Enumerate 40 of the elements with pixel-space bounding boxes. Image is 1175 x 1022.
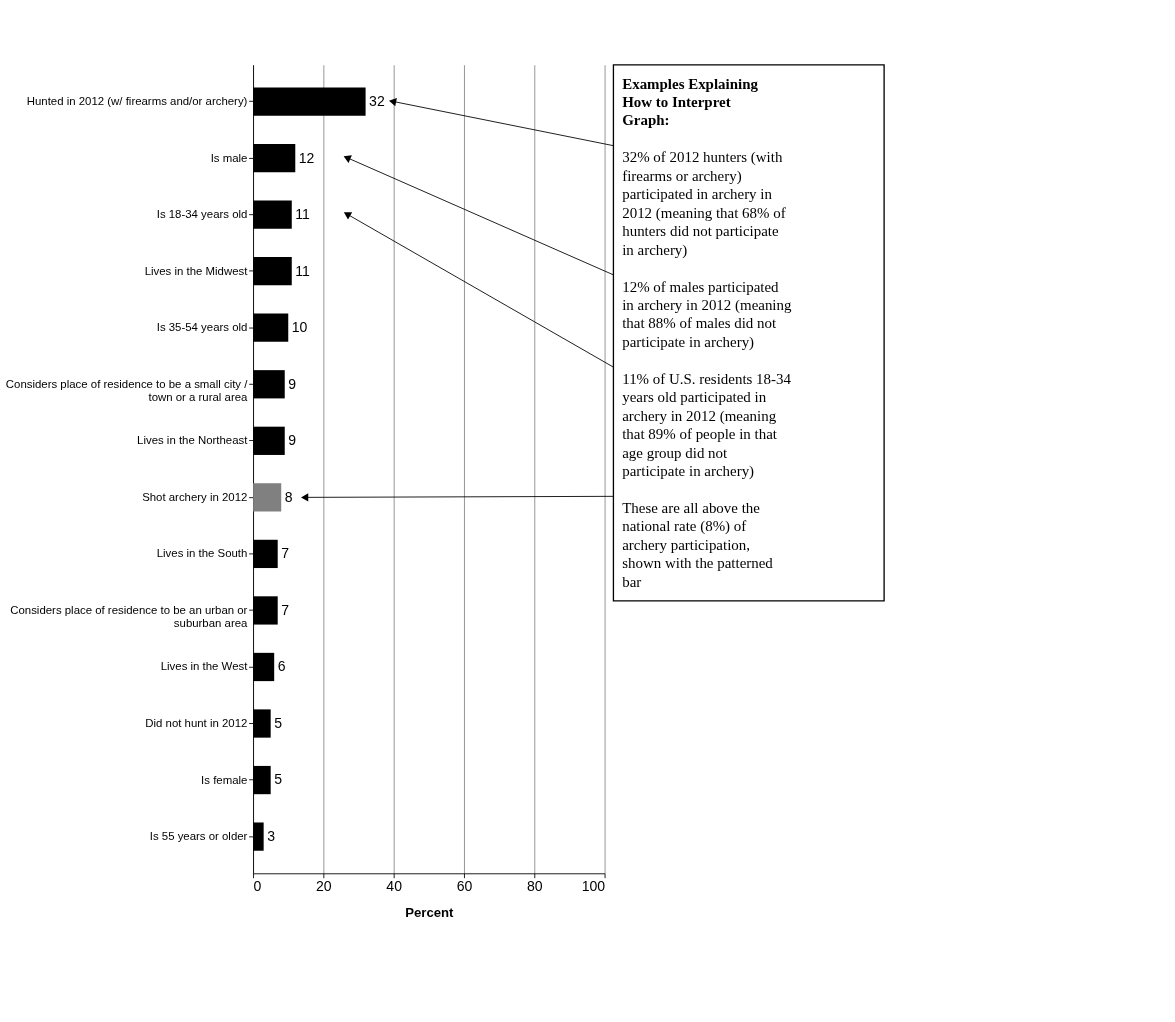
data-label: 12 <box>298 149 315 166</box>
y-tick-label: Did not hunt in 2012 <box>145 717 248 730</box>
x-axis-title: Percent <box>405 904 455 920</box>
data-label: 7 <box>281 601 290 618</box>
data-label: 6 <box>277 658 286 675</box>
y-tick-label: Shot archery in 2012 <box>142 490 248 503</box>
data-label: 5 <box>274 771 283 788</box>
annotation: 11% of U.S. residents 18-34 years old participated in archery in 2012 (meaning that 89% of people in that age group did not participate in archery) <box>622 370 792 481</box>
annotation: These are all above the national rate (8%) of archery participation, shown with the patterned bar <box>622 500 774 590</box>
y-tick-label: Is 55 years or older <box>149 830 248 843</box>
data-label: 7 <box>281 545 290 562</box>
y-tick-label: Is female <box>201 773 248 786</box>
y-tick-label: Lives in the South <box>156 547 248 560</box>
y-tick-label: Is male <box>210 151 248 164</box>
y-tick-label: Hunted in 2012 (w/ firearms and/or archery) <box>26 95 248 108</box>
x-tick-label: 20 <box>316 878 332 895</box>
x-tick-label: 100 <box>581 878 606 895</box>
data-label: 3 <box>267 828 276 844</box>
text: Examples Explaining How to Interpret Graph: <box>622 75 759 129</box>
data-label: 11 <box>295 262 311 279</box>
annotation: 32% of 2012 hunters (with firearms or archery) participated in archery in 2012 (meaning that 68% of hunters did not participate in archery) <box>622 149 786 259</box>
x-tick-label: 40 <box>386 878 403 895</box>
y-tick-label: Considers place of residence to be a small city / town or a rural area <box>5 377 249 403</box>
x-tick-label: 80 <box>526 878 543 895</box>
data-label: 8 <box>284 488 293 505</box>
y-tick-label: Is 35-54 years old <box>156 321 248 334</box>
y-tick-label: Considers place of residence to be an urban or suburban area <box>10 603 249 630</box>
y-tick-label: Is 18-34 years old <box>156 208 248 221</box>
y-tick-label: Lives in the Northeast <box>137 434 249 447</box>
data-label: 5 <box>274 714 283 731</box>
x-tick-label: 60 <box>456 878 473 895</box>
y-tick-label: Lives in the Midwest <box>144 264 249 277</box>
y-tick-label: Lives in the West <box>160 660 249 673</box>
data-label: 11 <box>295 206 311 223</box>
x-tick-label: 0 <box>253 878 262 895</box>
data-label: 10 <box>291 319 308 336</box>
data-label: 9 <box>288 375 297 392</box>
data-label: 9 <box>288 432 297 449</box>
annotation: 12% of males participated in archery in 2012 (meaning that 88% of males did not participate in archery) <box>622 278 792 351</box>
data-label: 32 <box>369 92 385 109</box>
